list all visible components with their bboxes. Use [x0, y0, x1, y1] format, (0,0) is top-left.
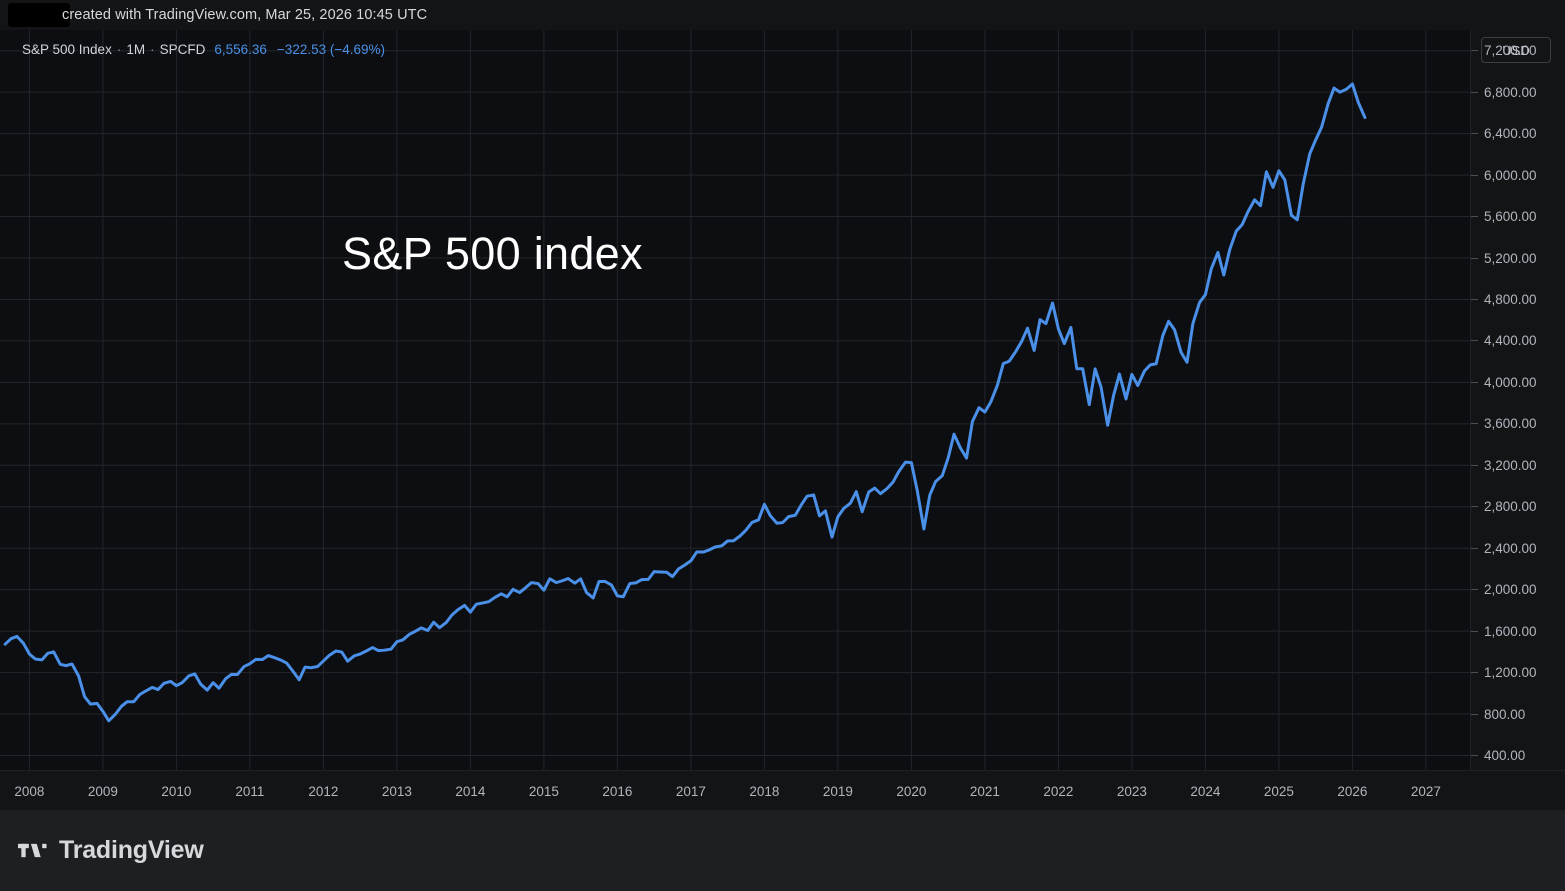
time-tick-label: 2010	[161, 783, 192, 799]
price-tick-label: 3,600.00	[1471, 416, 1565, 432]
tradingview-logo-icon	[18, 843, 47, 858]
price-tick-mark	[1471, 216, 1478, 218]
chart-pane[interactable]	[0, 30, 1470, 770]
price-tick-mark	[1471, 630, 1478, 632]
price-tick-text: 5,600.00	[1484, 209, 1537, 225]
vertical-gridlines	[28, 30, 1427, 770]
price-tick-text: 6,800.00	[1484, 84, 1537, 100]
price-tick-label: 400.00	[1471, 747, 1565, 763]
time-tick-label: 2018	[749, 783, 780, 799]
price-tick-mark	[1471, 257, 1478, 259]
price-tick-text: 2,400.00	[1484, 540, 1537, 556]
price-tick-mark	[1471, 50, 1478, 52]
attribution-text: created with TradingView.com, Mar 25, 20…	[62, 7, 428, 23]
currency-badge[interactable]: USD	[1481, 37, 1551, 63]
price-tick-text: 2,000.00	[1484, 582, 1537, 598]
time-tick-label: 2020	[896, 783, 927, 799]
time-axis[interactable]: 2008 2009 2010 2011 2012 2013 2014 2015 2016 2017…	[0, 770, 1565, 811]
time-tick-label: 2017	[675, 783, 706, 799]
price-series-line	[3, 82, 1367, 723]
time-tick-label: 2014	[455, 783, 486, 799]
attribution-bar: created with TradingView.com, Mar 25, 20…	[0, 0, 1565, 30]
time-tick-label: 2027	[1410, 783, 1441, 799]
time-tick-label: 2012	[308, 783, 339, 799]
price-tick-text: 4,400.00	[1484, 333, 1537, 349]
time-tick-label: 2023	[1116, 783, 1147, 799]
tradingview-brand[interactable]: TradingView	[18, 836, 204, 865]
price-tick-label: 6,800.00	[1471, 84, 1565, 100]
brand-wordmark: TradingView	[59, 836, 204, 864]
time-tick-label: 2024	[1190, 783, 1221, 799]
price-tick-label: 2,800.00	[1471, 499, 1565, 515]
price-tick-label: 800.00	[1471, 706, 1565, 722]
price-tick-text: 7,200.00	[1484, 43, 1537, 59]
time-tick-label: 2013	[381, 783, 412, 799]
price-tick-text: 1,600.00	[1484, 623, 1537, 639]
redacted-logo-block	[8, 3, 70, 27]
price-tick-text: 2,800.00	[1484, 499, 1537, 515]
price-tick-mark	[1471, 298, 1478, 300]
price-tick-mark	[1471, 174, 1478, 176]
price-tick-text: 4,000.00	[1484, 374, 1537, 390]
price-tick-text: 6,400.00	[1484, 126, 1537, 142]
time-tick-label: 2026	[1337, 783, 1368, 799]
price-tick-mark	[1471, 589, 1478, 591]
chart-plot-area[interactable]	[0, 30, 1470, 770]
footer-brand-bar: TradingView	[0, 810, 1565, 891]
price-tick-text: 5,200.00	[1484, 250, 1537, 266]
price-tick-mark	[1471, 340, 1478, 342]
price-tick-mark	[1471, 754, 1478, 756]
price-tick-mark	[1471, 464, 1478, 466]
price-tick-label: 4,400.00	[1471, 333, 1565, 349]
time-tick-label: 2016	[602, 783, 633, 799]
price-tick-mark	[1471, 713, 1478, 715]
price-tick-mark	[1471, 547, 1478, 549]
time-tick-label: 2015	[528, 783, 559, 799]
price-tick-label: 5,200.00	[1471, 250, 1565, 266]
price-tick-mark	[1471, 423, 1478, 425]
price-tick-mark	[1471, 91, 1478, 93]
price-tick-text: 1,200.00	[1484, 665, 1537, 681]
price-tick-mark	[1471, 506, 1478, 508]
price-tick-label: 6,400.00	[1471, 126, 1565, 142]
price-tick-mark	[1471, 672, 1478, 674]
time-tick-label: 2008	[14, 783, 45, 799]
price-tick-label: 1,600.00	[1471, 623, 1565, 639]
price-tick-label: 7,200.00	[1471, 43, 1565, 59]
time-tick-label: 2011	[235, 783, 265, 799]
price-tick-text: 6,000.00	[1484, 167, 1537, 183]
price-tick-text: 800.00	[1484, 706, 1526, 722]
price-tick-mark	[1471, 133, 1478, 135]
price-tick-text: 400.00	[1484, 747, 1526, 763]
price-tick-label: 4,800.00	[1471, 291, 1565, 307]
price-tick-label: 1,200.00	[1471, 665, 1565, 681]
price-tick-mark	[1471, 381, 1478, 383]
price-tick-label: 3,200.00	[1471, 457, 1565, 473]
time-tick-label: 2022	[1043, 783, 1074, 799]
time-tick-label: 2019	[822, 783, 853, 799]
price-tick-label: 6,000.00	[1471, 167, 1565, 183]
time-tick-label: 2025	[1263, 783, 1294, 799]
price-tick-label: 2,000.00	[1471, 582, 1565, 598]
price-tick-label: 5,600.00	[1471, 209, 1565, 225]
horizontal-gridlines	[0, 50, 1470, 756]
time-tick-label: 2021	[969, 783, 1000, 799]
price-line-chart	[0, 30, 1470, 770]
price-tick-text: 4,800.00	[1484, 291, 1537, 307]
price-axis[interactable]: USD 7,200.00 6,800.00 6,400.00 6,000.00 5,60…	[1470, 30, 1565, 770]
price-tick-label: 4,000.00	[1471, 374, 1565, 390]
price-tick-label: 2,400.00	[1471, 540, 1565, 556]
price-tick-text: 3,600.00	[1484, 416, 1537, 432]
price-tick-text: 3,200.00	[1484, 457, 1537, 473]
time-tick-label: 2009	[87, 783, 118, 799]
